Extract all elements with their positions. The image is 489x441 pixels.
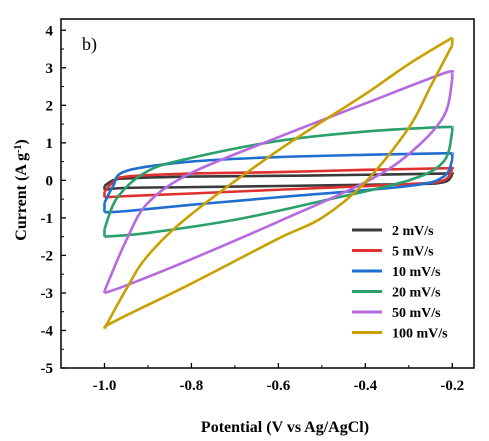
- series-6-anodic-branch: [103, 36, 453, 330]
- y-tick-label: 0: [46, 173, 54, 189]
- legend-entry: 100 mV/s: [352, 327, 448, 342]
- x-tick-label: -0.6: [266, 378, 290, 394]
- y-tick-label: 3: [46, 61, 54, 77]
- y-tick-label: 2: [46, 98, 54, 114]
- legend-entry: 2 mV/s: [352, 224, 434, 239]
- y-axis-title-main: Current (A g: [13, 153, 30, 241]
- y-tick-label: -2: [41, 248, 54, 264]
- series-6: [103, 36, 454, 330]
- legend-entry: 20 mV/s: [352, 286, 441, 301]
- series-2-cathodic-branch: [104, 168, 454, 199]
- legend-label: 5 mV/s: [392, 245, 434, 260]
- y-tick-label: -1: [41, 211, 54, 227]
- legend-label: 2 mV/s: [392, 224, 434, 239]
- legend-entry: 50 mV/s: [352, 306, 441, 321]
- x-axis-title: Potential (V vs Ag/AgCl): [201, 419, 369, 436]
- x-tick-label: -0.4: [353, 378, 377, 394]
- curves-layer: [103, 36, 455, 330]
- legend-label: 20 mV/s: [392, 286, 441, 301]
- legend-label: 50 mV/s: [392, 306, 441, 321]
- y-axis-title-sup: -1: [13, 145, 24, 153]
- y-axis-title-end: ): [13, 139, 30, 144]
- legend-label: 100 mV/s: [392, 327, 448, 342]
- y-axis-title: Current (A g-1): [13, 139, 31, 240]
- series-3-anodic-branch: [103, 152, 455, 204]
- panel-label: b): [82, 34, 97, 55]
- series-6-cathodic-branch: [103, 44, 454, 328]
- y-tick-label: -4: [41, 323, 54, 339]
- ticks-layer: -1.0 -0.8 -0.6 -0.4 -0.2 -5 -4 -3 -2 -1 0 1 2 3 4: [41, 23, 465, 394]
- x-tick-label: -0.8: [180, 378, 204, 394]
- y-tick-label: 4: [46, 23, 54, 39]
- y-tick-label: 1: [46, 136, 54, 152]
- y-tick-label: -5: [41, 361, 54, 377]
- y-tick-label: -3: [41, 286, 54, 302]
- plot-frame: [60, 18, 475, 369]
- legend: 2 mV/s 5 mV/s 10 mV/s 20 mV/s 50 mV/s 100 mV/…: [352, 224, 448, 342]
- x-tick-label: -1.0: [93, 378, 117, 394]
- legend-entry: 10 mV/s: [352, 265, 441, 280]
- series-4-cathodic-branch: [104, 131, 454, 238]
- x-tick-label: -0.2: [440, 378, 464, 394]
- series-3-cathodic-branch: [104, 159, 454, 214]
- series-3: [103, 152, 455, 214]
- series-5-cathodic-branch: [104, 78, 454, 295]
- legend-label: 10 mV/s: [392, 265, 441, 280]
- legend-entry: 5 mV/s: [352, 245, 434, 260]
